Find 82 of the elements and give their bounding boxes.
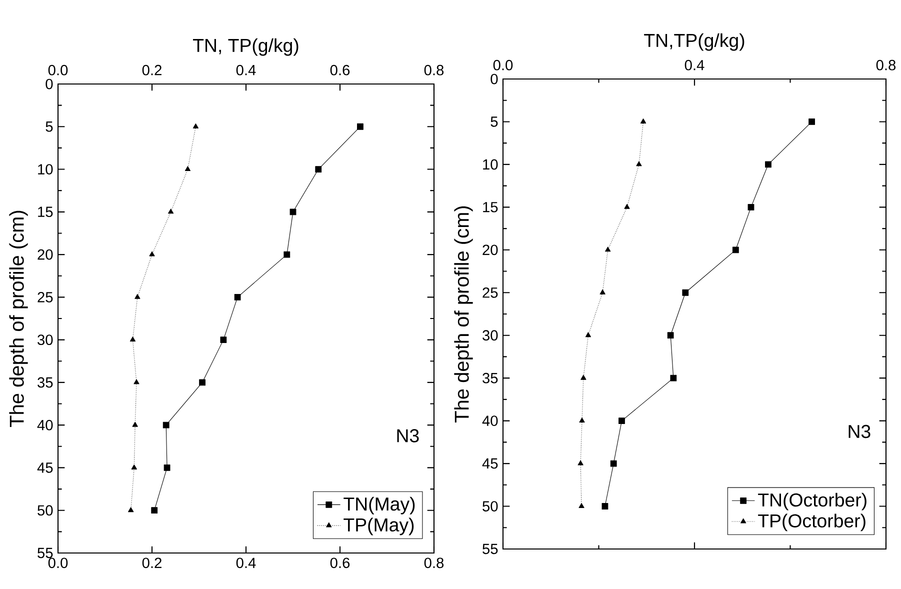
- point: [290, 208, 296, 216]
- point: [670, 374, 677, 382]
- y-tick-label: 25: [38, 292, 53, 302]
- y-tick-label: 50: [38, 505, 53, 516]
- y-tick-label: 55: [482, 544, 498, 554]
- point: [667, 332, 674, 339]
- y-tick-label: 0: [46, 78, 53, 90]
- y-tick-label: 40: [37, 420, 53, 430]
- point: [578, 503, 584, 508]
- y-tick-label: 55: [38, 548, 53, 558]
- point: [162, 422, 170, 428]
- point: [640, 118, 646, 124]
- point: [602, 503, 608, 510]
- point: [618, 418, 625, 424]
- point: [579, 418, 585, 423]
- point: [636, 161, 642, 166]
- x-tick-label: 0.0: [493, 60, 513, 70]
- point: [315, 166, 322, 172]
- x-tick-label: 0.4: [684, 60, 704, 70]
- point: [605, 246, 611, 252]
- y-axis-title: The depth of profile (cm): [454, 206, 473, 422]
- y-tick-label: 30: [38, 334, 53, 346]
- y-tick-label: 15: [483, 202, 498, 212]
- point: [580, 374, 586, 380]
- point: [357, 123, 364, 130]
- x-tick-label: 0.2: [142, 558, 162, 568]
- y-tick-label: 20: [482, 244, 498, 256]
- point: [164, 464, 170, 471]
- y-axis-title: The depth of profile (cm): [9, 210, 28, 427]
- point: [610, 460, 617, 467]
- point: [732, 246, 739, 254]
- point: [578, 460, 584, 466]
- x-axis-title: TN,TP(g/kg): [644, 33, 744, 51]
- point: [234, 294, 241, 300]
- y-tick-label: 50: [482, 501, 498, 512]
- y-tick-label: 35: [482, 372, 498, 384]
- annotation: N3: [848, 424, 870, 438]
- y-tick-label: 25: [482, 287, 498, 298]
- point: [132, 422, 138, 427]
- point: [765, 161, 772, 168]
- point: [624, 204, 630, 209]
- point: [134, 294, 140, 299]
- y-tick-label: 15: [38, 206, 53, 218]
- y-tick-label: 0: [490, 74, 498, 84]
- point: [168, 208, 174, 214]
- annotation: N3: [397, 429, 419, 442]
- y-tick-label: 45: [37, 462, 53, 473]
- point: [151, 507, 158, 514]
- y-tick-label: 30: [482, 330, 498, 341]
- point: [199, 379, 206, 386]
- point: [748, 204, 754, 210]
- x-tick-label: 0.6: [330, 558, 350, 568]
- legend-label: TN(May): [344, 496, 415, 514]
- point: [128, 507, 134, 512]
- y-tick-label: 10: [38, 164, 53, 174]
- point: [220, 336, 227, 344]
- point: [192, 123, 199, 128]
- point: [149, 251, 155, 256]
- x-tick-label: 0.8: [424, 558, 444, 568]
- y-tick-label: 35: [38, 377, 53, 388]
- point: [184, 166, 191, 172]
- y-tick-label: 20: [38, 249, 53, 260]
- point: [682, 289, 689, 296]
- point: [134, 379, 140, 384]
- point: [585, 332, 592, 338]
- x-tick-label: 0.0: [48, 558, 68, 568]
- y-tick-label: 40: [482, 416, 498, 426]
- point: [284, 251, 290, 258]
- legend-label: TN(Octorber): [758, 492, 866, 510]
- legend-label: TP(May): [344, 518, 414, 536]
- x2-axis-title: TN, TP(g/kg): [193, 38, 298, 56]
- legend-label: TP(Octorber): [758, 514, 866, 532]
- point: [600, 289, 606, 294]
- point: [808, 118, 815, 125]
- y-tick-label: 5: [490, 116, 498, 127]
- y-tick-label: 5: [46, 122, 53, 132]
- point: [130, 336, 136, 342]
- point: [131, 464, 137, 470]
- x-tick-label: 0.8: [876, 60, 896, 70]
- y-tick-label: 45: [482, 458, 498, 469]
- x-tick-label: 0.4: [236, 558, 256, 568]
- y-tick-label: 10: [483, 159, 498, 170]
